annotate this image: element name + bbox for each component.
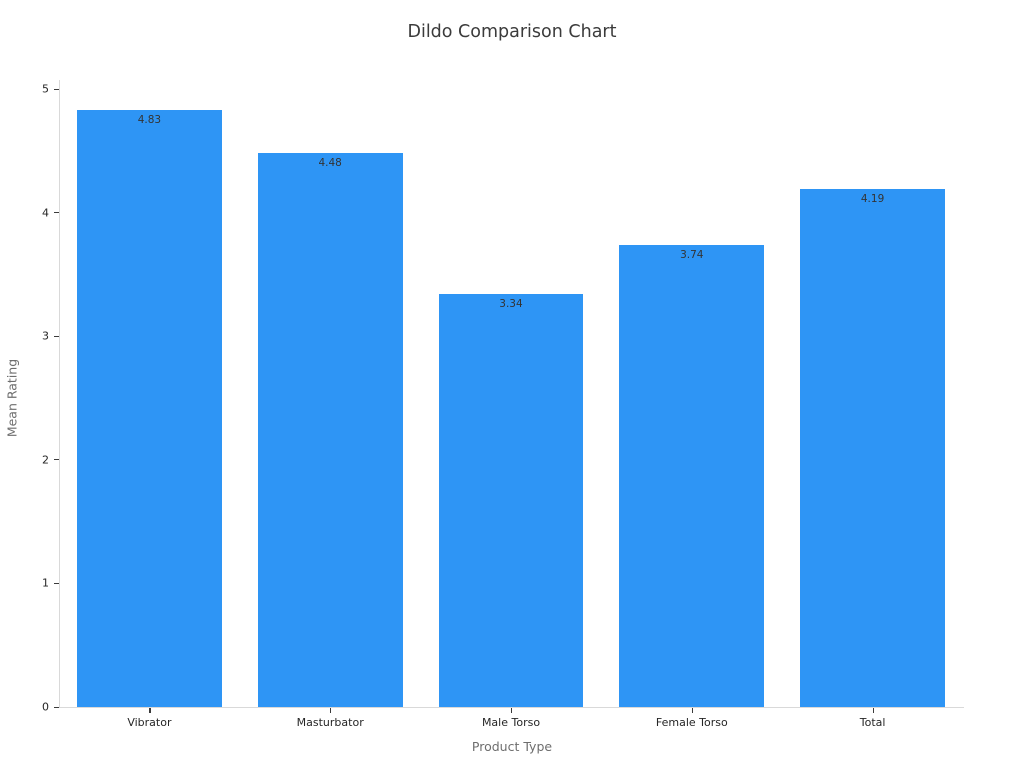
- x-tick-mark: [511, 708, 513, 713]
- y-tick-label: 3: [42, 329, 49, 343]
- bar-value-label: 3.74: [680, 248, 704, 261]
- y-tick-mark: [53, 88, 59, 90]
- bar: [438, 294, 584, 707]
- x-tick-mark: [691, 708, 693, 713]
- bar-value-label: 4.83: [137, 114, 162, 126]
- x-tick-label: Masturbator: [296, 716, 364, 729]
- x-tick-label: Vibrator: [127, 716, 172, 729]
- bar-value-label: 4.48: [318, 157, 342, 170]
- y-tick-mark: [53, 706, 59, 708]
- x-tick-mark: [872, 708, 874, 713]
- x-tick-label: Female Torso: [655, 716, 728, 729]
- x-tick-mark: [330, 708, 332, 713]
- y-tick-label: 5: [42, 82, 49, 96]
- y-tick-label: 2: [42, 453, 49, 467]
- y-tick-mark: [53, 582, 59, 585]
- x-tick-mark: [149, 708, 151, 713]
- chart-title: Dildo Comparison Chart: [407, 22, 617, 42]
- bar: [257, 153, 403, 707]
- y-tick-mark: [53, 459, 59, 461]
- y-axis-spine: [59, 80, 60, 708]
- y-tick-label: 4: [42, 206, 49, 220]
- x-axis-spine: [59, 707, 964, 708]
- y-tick-mark: [53, 335, 59, 337]
- bar: [619, 244, 765, 707]
- x-axis-label: Product Type: [471, 739, 553, 754]
- y-tick-label: 0: [42, 700, 49, 714]
- bar-value-label: 4.19: [860, 193, 885, 206]
- y-tick-mark: [53, 212, 59, 214]
- bar: [800, 189, 945, 707]
- y-tick-label: 1: [42, 576, 49, 590]
- x-tick-label: Total: [859, 716, 886, 729]
- x-tick-label: Male Torso: [481, 716, 541, 729]
- bar-value-label: 3.34: [499, 298, 523, 311]
- bar: [77, 110, 222, 707]
- y-axis-label: Mean Rating: [4, 358, 20, 438]
